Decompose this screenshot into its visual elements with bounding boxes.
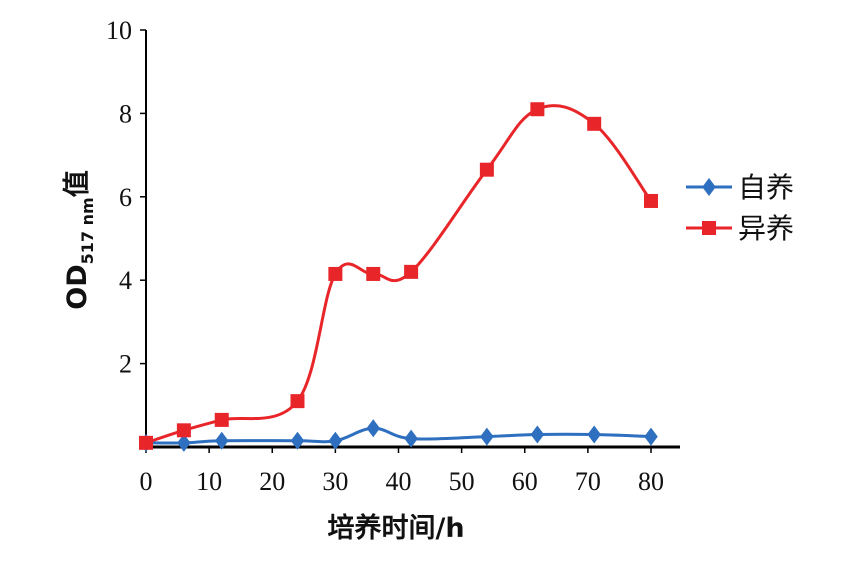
legend-item: 异养 [686, 212, 794, 245]
data-point-square [530, 102, 545, 117]
data-point-diamond [328, 431, 343, 450]
data-point-diamond [177, 433, 191, 452]
data-point-diamond [404, 429, 418, 448]
x-tick-label: 50 [449, 467, 475, 496]
y-tick-label: 8 [119, 99, 132, 128]
data-point-square [587, 116, 602, 131]
axes [145, 30, 680, 449]
series-heterotrophic [139, 102, 658, 450]
y-tick-label: 4 [119, 266, 132, 295]
y-axis-title-main: OD [62, 264, 93, 309]
x-tick-label: 10 [196, 467, 222, 496]
data-point-diamond [215, 431, 229, 450]
series-autotrophic [139, 419, 658, 452]
x-tick-label: 60 [512, 467, 538, 496]
legend-label: 异养 [738, 212, 794, 245]
data-point-diamond [290, 431, 305, 450]
x-tick-label: 70 [575, 467, 601, 496]
data-point-diamond [644, 427, 658, 446]
x-tick-label: 30 [322, 467, 348, 496]
data-point-square [214, 412, 229, 427]
ticks: 0 10 20 30 40 50 60 70 80 2 4 6 8 10 [106, 16, 664, 496]
data-point-diamond [530, 425, 545, 444]
data-point-square [176, 423, 191, 438]
data-point-square [139, 435, 153, 450]
data-point-square [479, 162, 494, 177]
data-point-diamond [587, 425, 601, 444]
y-tick-label: 2 [119, 350, 132, 379]
x-tick-label: 0 [140, 467, 153, 496]
data-point-square [644, 193, 658, 208]
data-point-square [290, 394, 305, 409]
x-tick-label: 80 [638, 467, 664, 496]
data-point-square [328, 266, 343, 281]
y-axis-title-suffix: 值 [62, 170, 93, 197]
y-axis-title: OD517 nm值 [62, 170, 97, 309]
series-line [145, 104, 653, 445]
legend-diamond-marker [702, 178, 716, 196]
data-point-diamond [366, 419, 380, 438]
data-point-square [366, 266, 381, 281]
series-layer [139, 102, 658, 452]
y-tick-label: 10 [106, 16, 132, 45]
legend-label: 自养 [738, 171, 794, 204]
data-point-diamond [480, 427, 494, 446]
x-tick-label: 40 [386, 467, 412, 496]
legend-item: 自养 [686, 171, 794, 204]
x-tick-label: 20 [259, 467, 285, 496]
legend-square-marker [702, 221, 716, 235]
data-point-square [404, 264, 419, 279]
y-tick-label: 6 [119, 183, 132, 212]
y-axis-title-sub: 517 nm [78, 197, 97, 264]
x-axis-title: 培养时间/h [327, 512, 464, 544]
